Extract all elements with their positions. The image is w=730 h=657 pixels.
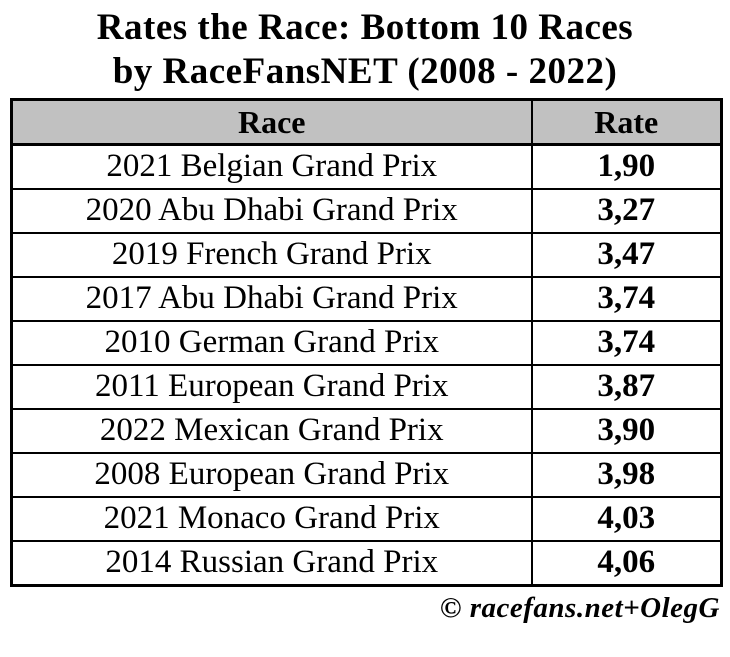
table-row: 2022 Mexican Grand Prix 3,90 — [10, 407, 723, 454]
race-name: 2014 Russian Grand Prix — [10, 539, 533, 587]
table-row: 2017 Abu Dhabi Grand Prix 3,74 — [10, 275, 723, 322]
race-rate: 3,47 — [530, 231, 723, 278]
table-row: 2021 Monaco Grand Prix 4,03 — [10, 495, 723, 542]
table-row: 2014 Russian Grand Prix 4,06 — [10, 539, 723, 587]
race-name: 2021 Belgian Grand Prix — [10, 143, 533, 190]
table-row: 2010 German Grand Prix 3,74 — [10, 319, 723, 366]
race-rate: 3,90 — [530, 407, 723, 454]
title-line-1: Rates the Race: Bottom 10 Races — [96, 7, 634, 48]
race-rate: 3,87 — [530, 363, 723, 410]
copyright-credit: © racefans.net+OlegG — [439, 591, 720, 624]
table-header-row: Race Rate — [10, 98, 723, 146]
race-rate: 3,98 — [530, 451, 723, 498]
race-rate: 4,03 — [530, 495, 723, 542]
race-name: 2011 European Grand Prix — [10, 363, 533, 410]
race-rate: 3,74 — [530, 319, 723, 366]
table-row: 2019 French Grand Prix 3,47 — [10, 231, 723, 278]
race-rate: 3,27 — [530, 187, 723, 234]
table-row: 2011 European Grand Prix 3,87 — [10, 363, 723, 410]
race-rate: 1,90 — [530, 143, 723, 190]
table-row: 2020 Abu Dhabi Grand Prix 3,27 — [10, 187, 723, 234]
race-name: 2017 Abu Dhabi Grand Prix — [10, 275, 533, 322]
ratings-table: Race Rate 2021 Belgian Grand Prix 1,90 2… — [10, 97, 723, 587]
table-row: 2008 European Grand Prix 3,98 — [10, 451, 723, 498]
race-name: 2019 French Grand Prix — [10, 231, 533, 278]
race-name: 2010 German Grand Prix — [10, 319, 533, 366]
race-rate: 4,06 — [530, 539, 723, 587]
race-name: 2008 European Grand Prix — [10, 451, 533, 498]
column-header-race: Race — [10, 98, 533, 146]
column-header-rate: Rate — [530, 98, 723, 146]
race-name: 2022 Mexican Grand Prix — [10, 407, 533, 454]
title-line-2: by RaceFansNET (2008 - 2022) — [112, 51, 618, 93]
page-title: Rates the Race: Bottom 10 Races by RaceF… — [0, 0, 730, 95]
race-name: 2020 Abu Dhabi Grand Prix — [10, 187, 533, 234]
table-row: 2021 Belgian Grand Prix 1,90 — [10, 143, 723, 190]
race-name: 2021 Monaco Grand Prix — [10, 495, 533, 542]
race-rate: 3,74 — [530, 275, 723, 322]
